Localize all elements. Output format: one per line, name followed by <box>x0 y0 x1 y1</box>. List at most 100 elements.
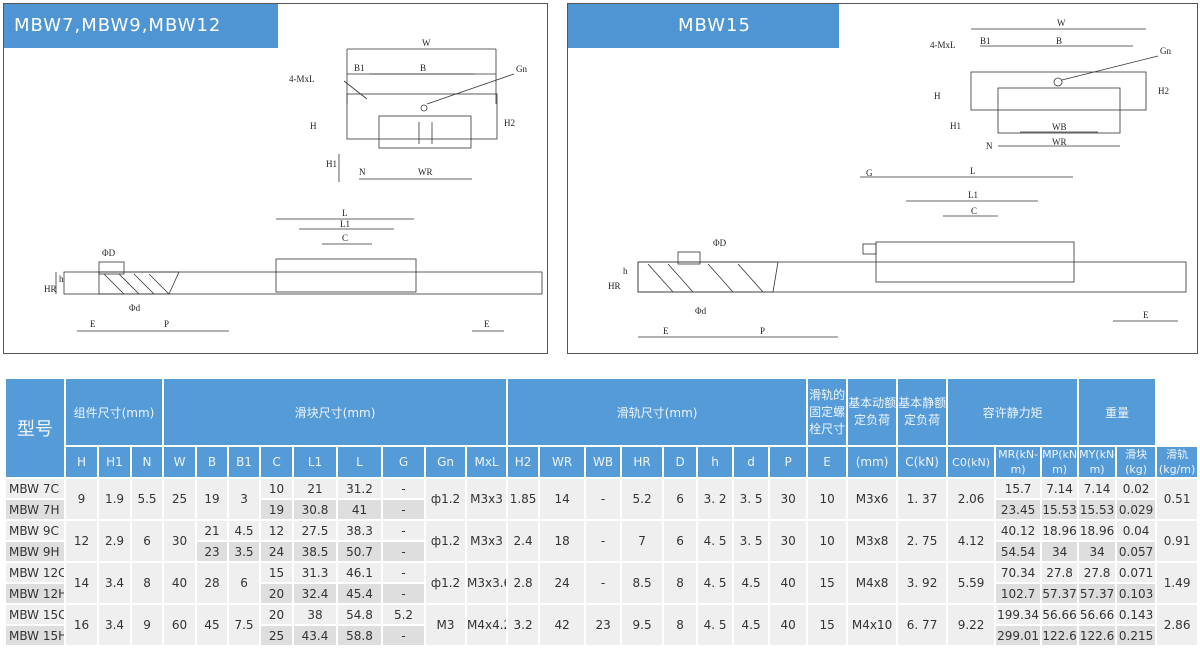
table-cell: 4. 5 <box>696 519 735 563</box>
label-H2: H2 <box>504 118 515 128</box>
table-cell: 3. 92 <box>896 561 949 605</box>
label-D: ΦD <box>102 248 116 258</box>
label-L: L <box>342 208 348 218</box>
label-gn: Gn <box>1160 46 1171 56</box>
table-cell: 6. 77 <box>896 603 949 647</box>
table-cell: 0.143 <box>1115 603 1158 626</box>
panel-title: MBW7,MBW9,MBW12 <box>4 4 278 48</box>
table-cell: 1.85 <box>506 477 541 521</box>
label-G: G <box>866 168 873 178</box>
table-cell: 3. 2 <box>696 477 735 521</box>
column-header: MP(kN-m) <box>1040 445 1080 479</box>
table-cell: 19 <box>195 477 230 521</box>
table-cell: 0.04 <box>1115 519 1158 542</box>
table-cell: 38 <box>292 603 339 626</box>
label-HR: HR <box>44 284 57 294</box>
label-E-right: E <box>484 319 490 329</box>
column-header: P <box>768 445 809 479</box>
label-B1: B1 <box>354 63 365 73</box>
table-cell: 7.14 <box>1077 477 1118 500</box>
label-C: C <box>971 206 977 216</box>
table-cell: 3. 5 <box>732 477 771 521</box>
table-cell: 56.66 <box>1040 603 1080 626</box>
column-header: 滑块(kg) <box>1115 445 1158 479</box>
table-cell: 14 <box>64 561 99 605</box>
label-N: N <box>359 167 366 177</box>
table-cell: 2.4 <box>506 519 541 563</box>
table-cell: 56.66 <box>1077 603 1118 626</box>
column-header: HR <box>620 445 665 479</box>
table-cell: - <box>381 519 427 542</box>
table-cell: 6 <box>662 477 699 521</box>
table-cell: 40 <box>768 561 809 605</box>
label-E-left: E <box>663 326 669 336</box>
table-cell: 45 <box>195 603 230 647</box>
table-cell: 3 <box>227 477 262 521</box>
column-header: L1 <box>292 445 339 479</box>
table-cell: 9.22 <box>946 603 997 647</box>
table-cell: 2.06 <box>946 477 997 521</box>
table-cell: 32.4 <box>292 582 339 605</box>
table-cell: 8 <box>129 561 165 605</box>
column-header: D <box>662 445 699 479</box>
model-name: MBW 12C <box>4 561 66 584</box>
table-cell: 0.103 <box>1115 582 1158 605</box>
table-row: MBW 15C 16 3.4 9 60 45 7.5 20 38 54.8 5.2 M3 M4x4.2 3… <box>4 603 1200 647</box>
column-header: W <box>162 445 198 479</box>
label-D: ΦD <box>713 238 727 248</box>
column-header: MR(kN-m) <box>994 445 1043 479</box>
label-h: h <box>59 274 64 284</box>
table-cell: 0.91 <box>1155 519 1200 563</box>
table-cell: 57.37 <box>1040 582 1080 605</box>
table-cell: 21 <box>292 477 339 500</box>
label-d: Φd <box>129 303 141 313</box>
table-cell: 8 <box>662 561 699 605</box>
table-cell: 58.8 <box>336 624 384 647</box>
table-cell: 19 <box>259 498 295 521</box>
label-h: h <box>623 266 628 276</box>
table-cell: 25 <box>259 624 295 647</box>
table-cell: 57.37 <box>1077 582 1118 605</box>
table-cell: 10 <box>806 519 849 563</box>
table-cell: 122.6 <box>1040 624 1080 647</box>
table-cell: 24 <box>538 561 587 605</box>
model-name: MBW 12H <box>4 582 66 605</box>
table-cell: 41 <box>336 498 384 521</box>
table-cell: 23.45 <box>994 498 1043 521</box>
table-cell: 15 <box>259 561 295 584</box>
table-cell: 4. 5 <box>696 603 735 647</box>
table-cell: 20 <box>259 603 295 626</box>
table-cell: 21 <box>195 519 230 542</box>
table-cell: 3.4 <box>97 561 132 605</box>
table-cell: 0.071 <box>1115 561 1158 584</box>
column-header: MY(kN-m) <box>1077 445 1118 479</box>
table-cell: 46.1 <box>336 561 384 584</box>
label-WR: WR <box>1052 137 1067 147</box>
table-cell: - <box>381 624 427 647</box>
table-cell: 40 <box>162 561 198 605</box>
table-cell: - <box>381 582 427 605</box>
table-row: MBW 7C 9 1.9 5.5 25 19 3 10 21 31.2- ф1.2 M3x3 1.85 1… <box>4 477 1200 521</box>
column-header: B1 <box>227 445 262 479</box>
table-cell: M3x3 <box>465 477 509 521</box>
column-header: 滑轨(kg/m) <box>1155 445 1200 479</box>
header-bolt: 滑轨的固定螺栓尺寸 <box>806 377 849 447</box>
table-cell: M3x6 <box>846 477 899 521</box>
table-cell: 31.3 <box>292 561 339 584</box>
table-cell: 3.5 <box>227 540 262 563</box>
label-H1: H1 <box>326 159 337 169</box>
table-cell: 1.9 <box>97 477 132 521</box>
table-cell: - <box>381 561 427 584</box>
drawing-panel-mbw7-9-12: MBW7,MBW9,MBW12 W B1 B 4-MxL Gn H H2 H1 … <box>3 3 548 354</box>
label-B: B <box>420 63 426 73</box>
model-name: MBW 15C <box>4 603 66 626</box>
table-cell: - <box>584 561 623 605</box>
drawing-panel-mbw15: MBW15 W B1 B 4-MxL Gn H H2 H1 N WB WR L … <box>567 3 1198 354</box>
column-header: WB <box>584 445 623 479</box>
table-row: MBW 15H 25 43.4 58.8-299.01 122.6 122.6 0.215 <box>4 624 1198 647</box>
cross-section-drawing: W B1 B 4-MxL Gn H H2 H1 N WR L L1 C ΦD h… <box>44 38 543 332</box>
table-cell: 10 <box>259 477 295 500</box>
column-header: L <box>336 445 384 479</box>
table-cell: 23 <box>195 540 230 563</box>
table-cell: M4x10 <box>846 603 899 647</box>
